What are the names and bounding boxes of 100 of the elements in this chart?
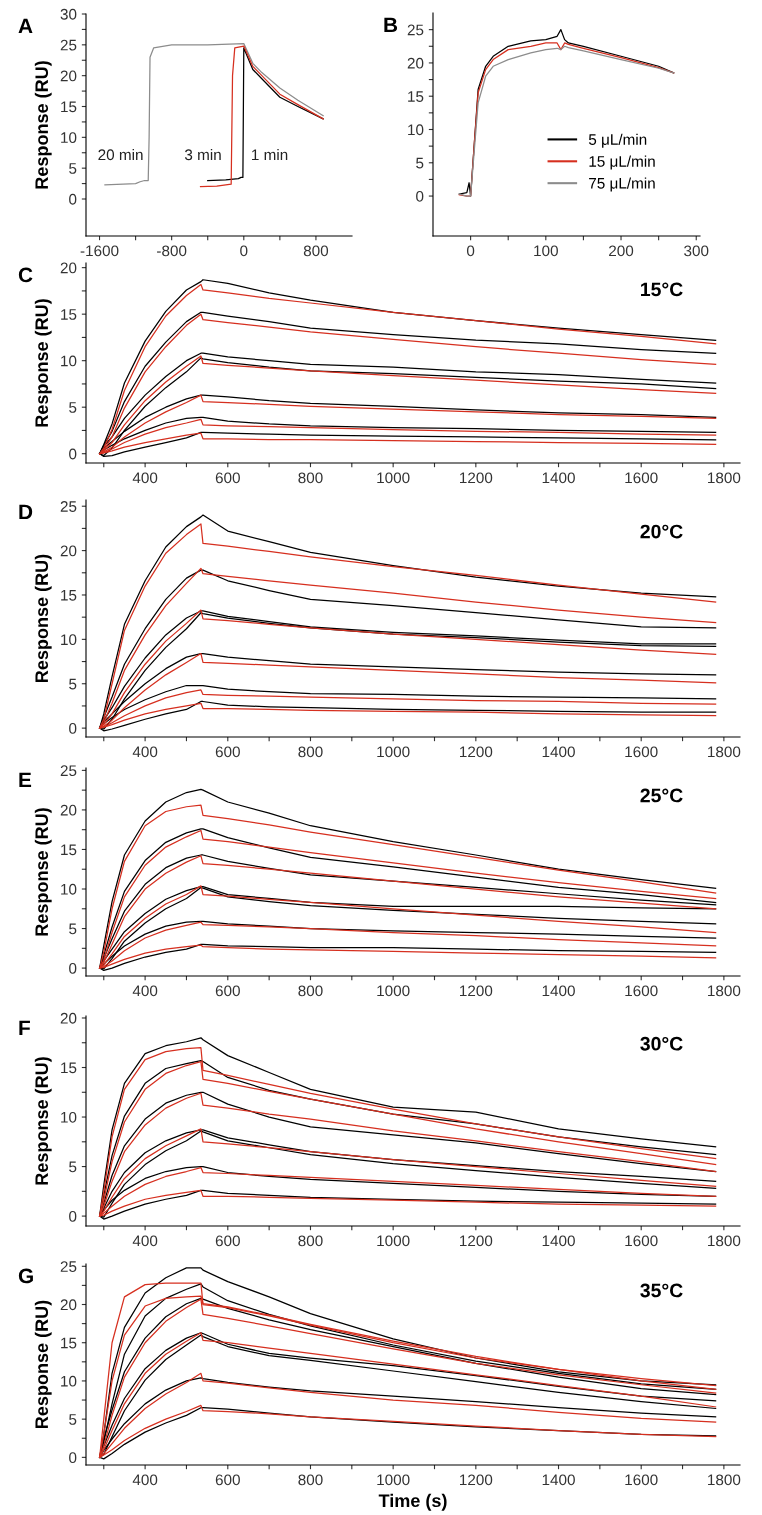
- y-tick-label: 20: [60, 70, 77, 82]
- x-tick-label: 1800: [708, 1235, 741, 1247]
- x-tick-label: 800: [298, 472, 323, 484]
- y-tick-label: 25: [60, 1261, 77, 1272]
- x-tick-label: 800: [298, 1235, 323, 1247]
- y-axis-title: Response (RU): [34, 1057, 52, 1185]
- legend-label: 5 μL/min: [588, 133, 647, 148]
- y-tick-label: 5: [69, 678, 77, 690]
- legend-label: 75 μL/min: [589, 177, 655, 192]
- annotation: 15°C: [641, 282, 683, 297]
- y-axis-title: Response (RU): [34, 61, 52, 189]
- y-tick-label: 15: [61, 1062, 77, 1074]
- x-tick-label: 800: [298, 985, 323, 997]
- y-tick-label: 20: [60, 545, 77, 557]
- x-tick-label: 600: [215, 1474, 240, 1486]
- y-tick-label: 5: [69, 1161, 77, 1173]
- y-tick-label: 5: [69, 163, 77, 174]
- x-tick-label: 400: [132, 985, 158, 997]
- y-tick-label: 30: [60, 8, 77, 20]
- x-tick-label: 1400: [542, 1235, 575, 1247]
- y-tick-label: 5: [69, 402, 77, 413]
- y-tick-label: 10: [61, 1111, 77, 1123]
- y-axis-title: Response (RU): [34, 1300, 52, 1428]
- annotation: 35°C: [640, 1283, 683, 1298]
- x-tick-label: -800: [157, 245, 187, 257]
- x-tick-label: 1200: [460, 985, 493, 997]
- y-tick-label: 0: [416, 190, 424, 202]
- x-tick-label: 1000: [377, 985, 410, 997]
- y-tick-label: 15: [61, 590, 77, 601]
- chart-title: E: [19, 772, 32, 788]
- x-tick-label: 800: [298, 1474, 323, 1486]
- chart-title: B: [384, 17, 398, 33]
- x-tick-label: 100: [534, 245, 558, 257]
- y-tick-label: 25: [60, 765, 77, 777]
- x-tick-label: 0: [466, 245, 475, 257]
- y-axis-title: Response (RU): [34, 299, 52, 427]
- chart-title: D: [19, 504, 33, 520]
- chart-title: G: [18, 1268, 33, 1284]
- y-tick-label: 0: [69, 722, 77, 734]
- y-tick-label: 5: [69, 923, 77, 935]
- y-tick-label: 15: [61, 101, 77, 113]
- y-tick-label: 0: [69, 1210, 77, 1222]
- y-tick-label: 0: [69, 1452, 77, 1464]
- x-tick-label: 1800: [708, 1474, 741, 1486]
- y-tick-label: 15: [61, 309, 77, 320]
- y-tick-label: 10: [61, 355, 77, 367]
- y-tick-label: 20: [60, 1299, 77, 1311]
- x-tick-label: 1000: [377, 746, 410, 758]
- x-tick-label: 1400: [542, 1474, 575, 1486]
- y-tick-label: 15: [61, 1337, 77, 1349]
- y-tick-label: 20: [60, 804, 77, 816]
- x-tick-label: 1200: [460, 1235, 493, 1247]
- x-tick-label: 600: [215, 985, 240, 997]
- x-tick-label: 0: [240, 245, 248, 257]
- x-tick-label: 1600: [625, 1235, 658, 1247]
- y-tick-label: 10: [61, 1375, 77, 1387]
- x-tick-label: 1600: [625, 1474, 658, 1486]
- chart-title: A: [18, 18, 33, 34]
- y-tick-label: 10: [61, 634, 77, 646]
- y-axis-title: Response (RU): [34, 554, 52, 682]
- y-tick-label: 25: [60, 501, 77, 512]
- x-tick-label: 800: [298, 746, 323, 758]
- x-tick-label: 200: [609, 245, 634, 257]
- y-tick-label: 10: [61, 132, 77, 144]
- x-tick-label: 800: [303, 245, 329, 257]
- x-tick-label: 1800: [708, 985, 741, 997]
- y-tick-label: 10: [408, 124, 424, 136]
- x-tick-label: 1000: [377, 1474, 410, 1486]
- y-tick-label: 25: [60, 39, 77, 51]
- x-axis-title: Time (s): [378, 1493, 447, 1511]
- y-tick-label: 20: [407, 57, 424, 69]
- x-tick-label: 1000: [377, 472, 410, 484]
- annotation: 3 min: [184, 148, 221, 161]
- x-tick-label: 400: [132, 1474, 158, 1486]
- annotation: 25°C: [640, 788, 683, 803]
- x-tick-label: 1200: [460, 1474, 493, 1486]
- annotation: 20°C: [640, 524, 683, 539]
- y-axis-title: Response (RU): [34, 808, 52, 936]
- x-tick-label: 1600: [625, 472, 658, 484]
- y-tick-label: 0: [69, 448, 77, 460]
- x-tick-label: 1000: [377, 1235, 410, 1247]
- y-tick-label: 5: [416, 157, 424, 169]
- x-tick-label: 400: [132, 472, 158, 484]
- annotation: 30°C: [640, 1036, 683, 1051]
- x-tick-label: 1800: [708, 472, 741, 484]
- x-tick-label: 1400: [542, 985, 575, 997]
- x-tick-label: 400: [132, 1235, 158, 1247]
- y-tick-label: 25: [407, 24, 424, 36]
- y-tick-label: 15: [408, 91, 424, 102]
- x-tick-label: 1400: [542, 472, 575, 484]
- y-tick-label: 0: [69, 193, 77, 205]
- chart-title: F: [19, 1020, 30, 1036]
- y-tick-label: 15: [61, 844, 77, 856]
- x-tick-label: 600: [215, 746, 240, 758]
- y-tick-label: 0: [69, 962, 77, 974]
- annotation: 20 min: [98, 148, 143, 161]
- x-tick-label: 1400: [542, 746, 575, 758]
- x-tick-label: 1200: [460, 472, 493, 484]
- x-tick-label: 400: [132, 746, 158, 758]
- x-tick-label: 600: [215, 472, 240, 484]
